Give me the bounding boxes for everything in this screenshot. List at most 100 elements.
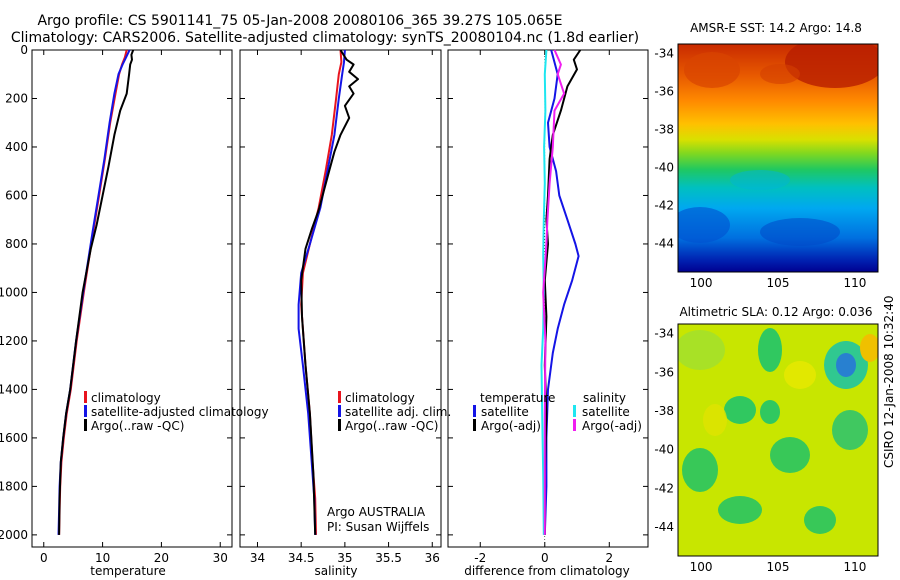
temperature-axis-label: temperature xyxy=(90,564,165,578)
map-y-tick-label: -38 xyxy=(654,404,674,418)
salinity-series-satellite-adj-clim xyxy=(297,49,346,535)
sla-low-patch xyxy=(760,400,780,424)
legend-label-argo: Argo(..raw -QC) xyxy=(345,419,438,433)
legend-label-temperature-argo: Argo(-adj) xyxy=(481,419,541,433)
sla-low-patch xyxy=(682,448,718,492)
map-y-tick-label: -42 xyxy=(654,481,674,495)
y-tick-label: 400 xyxy=(5,140,28,154)
sla-deep-low-patch xyxy=(836,353,856,377)
map-y-tick-label: -40 xyxy=(654,161,674,175)
sla-low-patch xyxy=(770,437,810,473)
y-tick-label: 200 xyxy=(5,91,28,105)
y-tick-label: 1600 xyxy=(0,431,28,445)
map-x-tick-label: 110 xyxy=(843,560,866,574)
x-tick-label: 36 xyxy=(425,551,440,565)
argo-program-label: Argo AUSTRALIA xyxy=(327,505,426,519)
y-tick-label: 0 xyxy=(20,43,28,57)
temperature-legend: climatology satellite-adjusted climatolo… xyxy=(84,391,269,433)
legend-swatch-argo xyxy=(84,419,87,431)
figure-title-line1: Argo profile: CS 5901141_75 05-Jan-2008 … xyxy=(37,13,562,29)
x-tick-label: 0 xyxy=(541,551,549,565)
sla-map-frame xyxy=(677,323,879,557)
sst-cold-patch xyxy=(678,207,730,243)
map-x-tick-label: 100 xyxy=(690,276,713,290)
temperature-series-satellite-adjusted-climatology xyxy=(57,49,131,535)
temperature-series-argo-raw-qc xyxy=(58,49,135,535)
sla-low-patch xyxy=(724,396,756,424)
map-y-tick-label: -34 xyxy=(654,327,674,341)
map-y-tick-label: -42 xyxy=(654,199,674,213)
legend-label-climatology: climatology xyxy=(91,391,161,405)
map-y-tick-label: -36 xyxy=(654,85,674,99)
x-tick-label: 35 xyxy=(337,551,352,565)
x-tick-label: -2 xyxy=(474,551,486,565)
map-x-tick-label: 105 xyxy=(767,560,790,574)
legend-label-salinity-argo: Argo(-adj) xyxy=(582,419,642,433)
series-layer xyxy=(57,49,582,535)
sst-map-title: AMSR-E SST: 14.2 Argo: 14.8 xyxy=(690,21,862,35)
salinity-series-argo-raw-qc xyxy=(300,49,359,535)
sst-cold-patch xyxy=(760,218,840,246)
sst-cool-patch xyxy=(730,170,790,190)
legend-label-salinity-satellite: satellite xyxy=(582,405,630,419)
x-tick-label: 20 xyxy=(154,551,169,565)
sla-high-patch xyxy=(703,404,727,436)
sst-map-frame xyxy=(677,43,879,273)
map-y-tick-label: -38 xyxy=(654,123,674,137)
legend-swatch-climatology xyxy=(84,391,87,403)
sla-low-patch xyxy=(758,328,782,372)
y-tick-label: 1800 xyxy=(0,479,28,493)
x-tick-label: 30 xyxy=(213,551,228,565)
legend-swatch-argo xyxy=(338,419,341,431)
y-tick-label: 800 xyxy=(5,237,28,251)
map-x-tick-label: 110 xyxy=(843,276,866,290)
difference-axis-label: difference from climatology xyxy=(464,564,630,578)
x-tick-label: 34.5 xyxy=(288,551,315,565)
salinity-legend: climatology satellite adj. clim. Argo(..… xyxy=(338,391,451,433)
legend-label-argo: Argo(..raw -QC) xyxy=(91,419,184,433)
y-tick-label: 1200 xyxy=(0,334,28,348)
map-y-tick-label: -40 xyxy=(654,443,674,457)
sla-high-patch xyxy=(860,334,878,362)
pi-label: PI: Susan Wijffels xyxy=(327,520,429,534)
sst-map-field xyxy=(678,44,878,272)
sst-warm-patch xyxy=(684,52,740,88)
x-tick-label: 35.5 xyxy=(375,551,402,565)
sla-patch xyxy=(678,330,725,370)
legend-title-temperature: temperature xyxy=(480,391,555,405)
x-tick-label: 0 xyxy=(40,551,48,565)
salinity-plot-frame xyxy=(239,49,442,548)
x-tick-label: 10 xyxy=(95,551,110,565)
sla-low-patch xyxy=(832,410,868,450)
x-tick-label: 34 xyxy=(250,551,265,565)
map-y-tick-label: -44 xyxy=(654,520,674,534)
sst-warm-patch xyxy=(760,64,800,84)
sla-low-patch xyxy=(804,506,836,534)
difference-plot-frame xyxy=(447,49,649,548)
sla-map-field xyxy=(678,324,878,556)
map-x-tick-label: 105 xyxy=(767,276,790,290)
legend-swatch-satellite xyxy=(338,405,341,417)
legend-swatch-salinity-argo xyxy=(573,419,576,431)
map-y-tick-label: -36 xyxy=(654,365,674,379)
difference-legend-salinity: salinity satellite Argo(-adj) xyxy=(573,391,642,433)
legend-label-satellite: satellite adj. clim. xyxy=(345,405,451,419)
sla-high-patch xyxy=(784,361,816,389)
y-tick-label: 600 xyxy=(5,188,28,202)
figure-title-line2: Climatology: CARS2006. Satellite-adjuste… xyxy=(11,30,639,46)
x-tick-label: 2 xyxy=(605,551,613,565)
legend-label-climatology: climatology xyxy=(345,391,415,405)
y-tick-label: 2000 xyxy=(0,528,28,542)
y-tick-label: 1400 xyxy=(0,382,28,396)
sla-map-title: Altimetric SLA: 0.12 Argo: 0.036 xyxy=(679,305,872,319)
y-tick-label: 1000 xyxy=(0,285,28,299)
legend-swatch-temperature-argo xyxy=(473,419,476,431)
difference-series-temperature-argo-adj xyxy=(543,49,582,535)
difference-series-salinity-satellite xyxy=(540,49,548,535)
legend-swatch-salinity-satellite xyxy=(573,405,576,417)
difference-legend-temperature: temperature satellite Argo(-adj) xyxy=(473,391,555,433)
sst-warm-patch xyxy=(785,44,878,88)
legend-title-salinity: salinity xyxy=(583,391,626,405)
temperature-plot-frame xyxy=(31,49,233,548)
